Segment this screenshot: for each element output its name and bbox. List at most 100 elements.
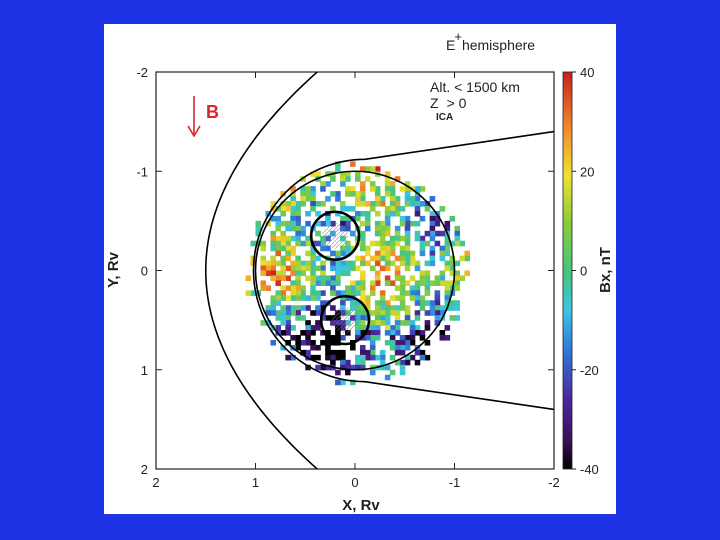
bx-cell bbox=[330, 290, 336, 296]
bx-cell bbox=[364, 166, 371, 172]
bx-cell bbox=[394, 339, 401, 346]
bx-cell bbox=[409, 255, 416, 262]
bx-cell bbox=[424, 280, 431, 286]
colorbar-tick-label: 0 bbox=[580, 264, 587, 279]
plasma-boundaries bbox=[204, 72, 554, 469]
bx-cell bbox=[404, 310, 411, 316]
bx-cell bbox=[320, 260, 326, 267]
bx-cell bbox=[350, 205, 356, 212]
bx-cell bbox=[245, 275, 252, 282]
bx-cell bbox=[265, 260, 272, 267]
bx-cell bbox=[290, 196, 296, 202]
bx-cell bbox=[404, 220, 411, 227]
bx-cell bbox=[389, 210, 396, 217]
bx-cell bbox=[355, 325, 361, 331]
bx-cell bbox=[305, 191, 311, 197]
bx-cell bbox=[414, 295, 421, 301]
bx-cell bbox=[454, 305, 461, 311]
bx-cell bbox=[404, 265, 411, 272]
bx-cell bbox=[429, 210, 436, 217]
bx-cell bbox=[359, 201, 366, 207]
bx-cell bbox=[270, 230, 276, 237]
bx-cell bbox=[394, 310, 401, 316]
bx-cell bbox=[429, 255, 436, 262]
bx-cell bbox=[424, 325, 431, 331]
bx-cell bbox=[355, 354, 361, 361]
bx-cell bbox=[315, 201, 321, 207]
y-tick-label: 0 bbox=[141, 264, 148, 279]
bx-cell bbox=[320, 290, 326, 296]
bx-cell bbox=[389, 369, 396, 376]
bx-cell bbox=[335, 379, 341, 386]
bx-cell bbox=[389, 344, 396, 351]
bx-cell bbox=[424, 300, 431, 306]
bx-cell bbox=[399, 250, 406, 257]
bx-cell bbox=[404, 201, 411, 207]
bx-cell bbox=[369, 339, 376, 346]
bx-cell bbox=[350, 280, 356, 286]
z-subscript: ICA bbox=[436, 112, 453, 123]
bx-cell bbox=[369, 240, 376, 247]
bx-cell bbox=[265, 320, 272, 326]
bx-cell bbox=[340, 260, 346, 267]
bx-cell bbox=[394, 240, 401, 247]
planet-outline bbox=[254, 170, 456, 371]
bx-cell bbox=[305, 364, 311, 371]
bx-cell bbox=[404, 280, 411, 286]
bx-cell bbox=[315, 275, 321, 282]
bx-cell bbox=[404, 215, 411, 222]
bx-cell bbox=[419, 280, 426, 286]
bx-cell bbox=[335, 260, 341, 267]
bx-cell bbox=[429, 280, 436, 286]
bx-cell bbox=[285, 245, 291, 252]
bx-cell bbox=[374, 310, 381, 316]
bx-cell bbox=[265, 270, 272, 277]
bx-cell bbox=[394, 315, 401, 321]
bx-cell bbox=[394, 320, 401, 326]
bx-cell bbox=[340, 250, 346, 257]
bx-cell bbox=[340, 379, 346, 386]
bx-cell bbox=[359, 364, 366, 371]
bx-cell bbox=[359, 359, 366, 366]
bx-cell bbox=[355, 330, 361, 336]
bx-cell bbox=[394, 295, 401, 301]
bx-cell bbox=[295, 235, 301, 242]
bx-cell bbox=[384, 315, 391, 321]
bx-cell bbox=[355, 335, 361, 341]
bx-cell bbox=[340, 220, 346, 227]
bx-cell bbox=[345, 265, 351, 272]
bx-cell bbox=[374, 354, 381, 361]
bx-cell bbox=[335, 290, 341, 296]
bx-cell bbox=[429, 225, 436, 232]
bx-cell bbox=[295, 210, 301, 217]
bx-cell bbox=[295, 275, 301, 282]
bx-cell bbox=[434, 220, 441, 227]
bx-cell bbox=[260, 245, 267, 252]
bx-cell bbox=[285, 330, 291, 336]
bx-cell bbox=[300, 260, 306, 267]
bx-cell bbox=[330, 354, 336, 361]
bx-cell bbox=[399, 349, 406, 356]
bx-cell bbox=[414, 300, 421, 306]
bx-cell bbox=[315, 171, 321, 177]
bx-cell bbox=[250, 255, 257, 262]
bx-cell bbox=[359, 290, 366, 296]
bx-cell bbox=[335, 191, 341, 197]
bx-cell bbox=[275, 295, 281, 301]
bx-cell bbox=[290, 250, 296, 257]
bx-cell bbox=[404, 240, 411, 247]
y-tick-label: -1 bbox=[136, 164, 148, 179]
bx-cell bbox=[275, 300, 281, 306]
bx-cell bbox=[355, 290, 361, 296]
bx-cell bbox=[330, 280, 336, 286]
bx-cell bbox=[404, 181, 411, 187]
bx-cell bbox=[315, 364, 321, 371]
bx-cell bbox=[345, 191, 351, 197]
bx-cell bbox=[449, 300, 456, 306]
bx-cell bbox=[280, 210, 286, 217]
bx-cell bbox=[355, 255, 361, 262]
bx-cell bbox=[374, 300, 381, 306]
x-tick-label: 1 bbox=[252, 475, 259, 490]
bx-cell bbox=[270, 260, 276, 267]
bx-cell bbox=[454, 260, 461, 267]
